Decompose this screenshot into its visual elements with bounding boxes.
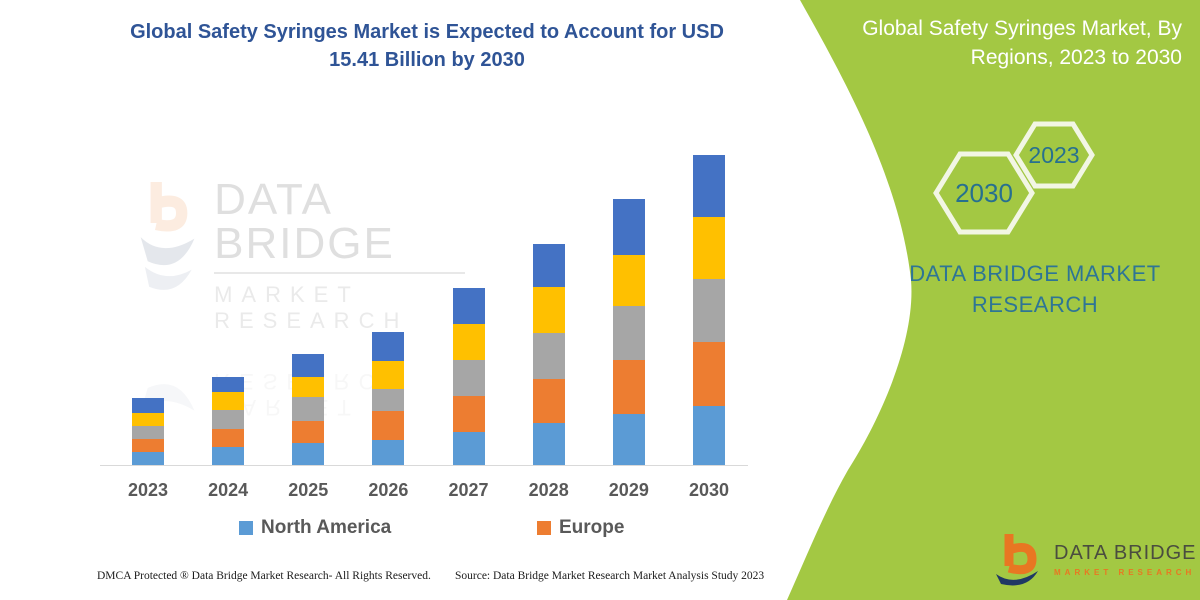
x-axis-line (100, 465, 748, 466)
bar-segment-2029-s2 (612, 359, 645, 415)
bar-segment-2026-s4 (372, 361, 405, 389)
bar-segment-2024-s5 (212, 377, 245, 392)
year-hexagons: 2030 2023 (933, 121, 1095, 235)
hexagon-2023-icon (1013, 121, 1095, 189)
dmca-copyright-text: DMCA Protected ® Data Bridge Market Rese… (97, 570, 431, 582)
legend-swatch-europe (537, 521, 551, 535)
logo-sub-text: MARKET RESEARCH (1054, 567, 1196, 577)
bar-segment-2029-s4 (612, 254, 645, 306)
bar-segment-2025-s2 (292, 420, 325, 444)
bar-segment-2026-s2 (372, 411, 405, 440)
bar-segment-2023-s5 (132, 398, 164, 413)
bar-segment-2030-s2 (692, 342, 725, 406)
bar-segment-2026-s1 (372, 439, 405, 465)
bar-segment-2027-s2 (452, 395, 485, 432)
data-bridge-logo-icon (996, 534, 1038, 586)
legend: North America Europe (0, 517, 780, 541)
legend-item-north-america: North America (239, 517, 391, 539)
side-panel-brand-text: DATA BRIDGE MARKET RESEARCH (905, 258, 1165, 320)
data-bridge-logo-text: DATA BRIDGE MARKET RESEARCH (1054, 542, 1197, 577)
bar-segment-2025-s5 (292, 353, 325, 378)
x-axis-label-2030: 2030 (688, 480, 729, 500)
x-axis-label-2028: 2028 (528, 480, 569, 500)
source-text: Source: Data Bridge Market Research Mark… (455, 570, 765, 582)
legend-item-europe: Europe (537, 517, 624, 539)
side-panel-brand-line1: DATA BRIDGE MARKET (909, 261, 1161, 286)
bar-segment-2029-s3 (612, 305, 645, 360)
hexagon-2023-label: 2023 (1028, 142, 1079, 168)
bar-segment-2025-s1 (292, 443, 325, 465)
side-panel-title-line2: Regions, 2023 to 2030 (970, 46, 1182, 69)
bar-segment-2028-s5 (532, 244, 565, 287)
logo-brand-text: DATA BRIDGE (1054, 541, 1197, 564)
bar-segment-2025-s3 (292, 397, 325, 421)
bar-segment-2028-s4 (532, 286, 565, 333)
x-axis-label-2029: 2029 (608, 480, 649, 500)
bar-segment-2024-s3 (212, 409, 245, 429)
bar-segment-2023-s1 (132, 451, 164, 465)
legend-label-north-america: North America (261, 517, 392, 538)
legend-swatch-north-america (239, 521, 253, 535)
bar-segment-2025-s4 (292, 377, 325, 398)
chart-title-line2: 15.41 Billion by 2030 (329, 49, 525, 71)
legend-label-europe: Europe (559, 517, 625, 538)
x-axis-label-2024: 2024 (208, 480, 249, 500)
bar-segment-2029-s5 (612, 198, 645, 255)
bar-segment-2023-s2 (132, 438, 164, 452)
chart-title: Global Safety Syringes Market is Expecte… (117, 18, 737, 74)
data-bridge-logo: DATA BRIDGE MARKET RESEARCH (992, 530, 1197, 588)
bar-segment-2027-s4 (452, 323, 485, 360)
bar-segment-2030-s4 (692, 217, 725, 279)
side-panel-title: Global Safety Syringes Market, By Region… (852, 14, 1182, 72)
bar-segment-2027-s3 (452, 359, 485, 396)
x-axis-label-2023: 2023 (127, 480, 169, 500)
hexagon-2030-icon (933, 151, 1035, 235)
bar-segment-2028-s3 (532, 332, 565, 379)
bar-segment-2030-s1 (692, 405, 725, 465)
bar-segment-2023-s3 (132, 425, 164, 439)
bar-segment-2027-s1 (452, 431, 485, 465)
bar-segment-2027-s5 (452, 287, 485, 324)
side-panel-brand-line2: RESEARCH (971, 292, 1099, 317)
bar-segment-2029-s1 (612, 414, 645, 465)
bar-segment-2028-s2 (532, 378, 565, 424)
x-axis-label-2027: 2027 (448, 480, 489, 500)
x-axis-label-2025: 2025 (288, 480, 329, 500)
bar-segment-2030-s3 (692, 278, 725, 343)
bar-segment-2028-s1 (532, 423, 565, 465)
hexagon-2030-label: 2030 (955, 178, 1013, 208)
bar-segment-2026-s5 (372, 332, 405, 362)
chart-title-line1: Global Safety Syringes Market is Expecte… (130, 21, 724, 43)
bar-segment-2023-s4 (132, 412, 164, 426)
plot-area: 2023 2024 2025 2026 2027 2028 2029 2030 (100, 155, 748, 500)
bar-segment-2024-s4 (212, 391, 245, 410)
side-panel-title-line1: Global Safety Syringes Market, By (862, 17, 1182, 40)
x-axis-label-2026: 2026 (368, 480, 409, 500)
bar-segment-2026-s3 (372, 388, 405, 412)
bar-segment-2024-s2 (212, 428, 245, 448)
bar-segment-2024-s1 (212, 447, 245, 465)
bar-segment-2030-s5 (692, 155, 725, 218)
